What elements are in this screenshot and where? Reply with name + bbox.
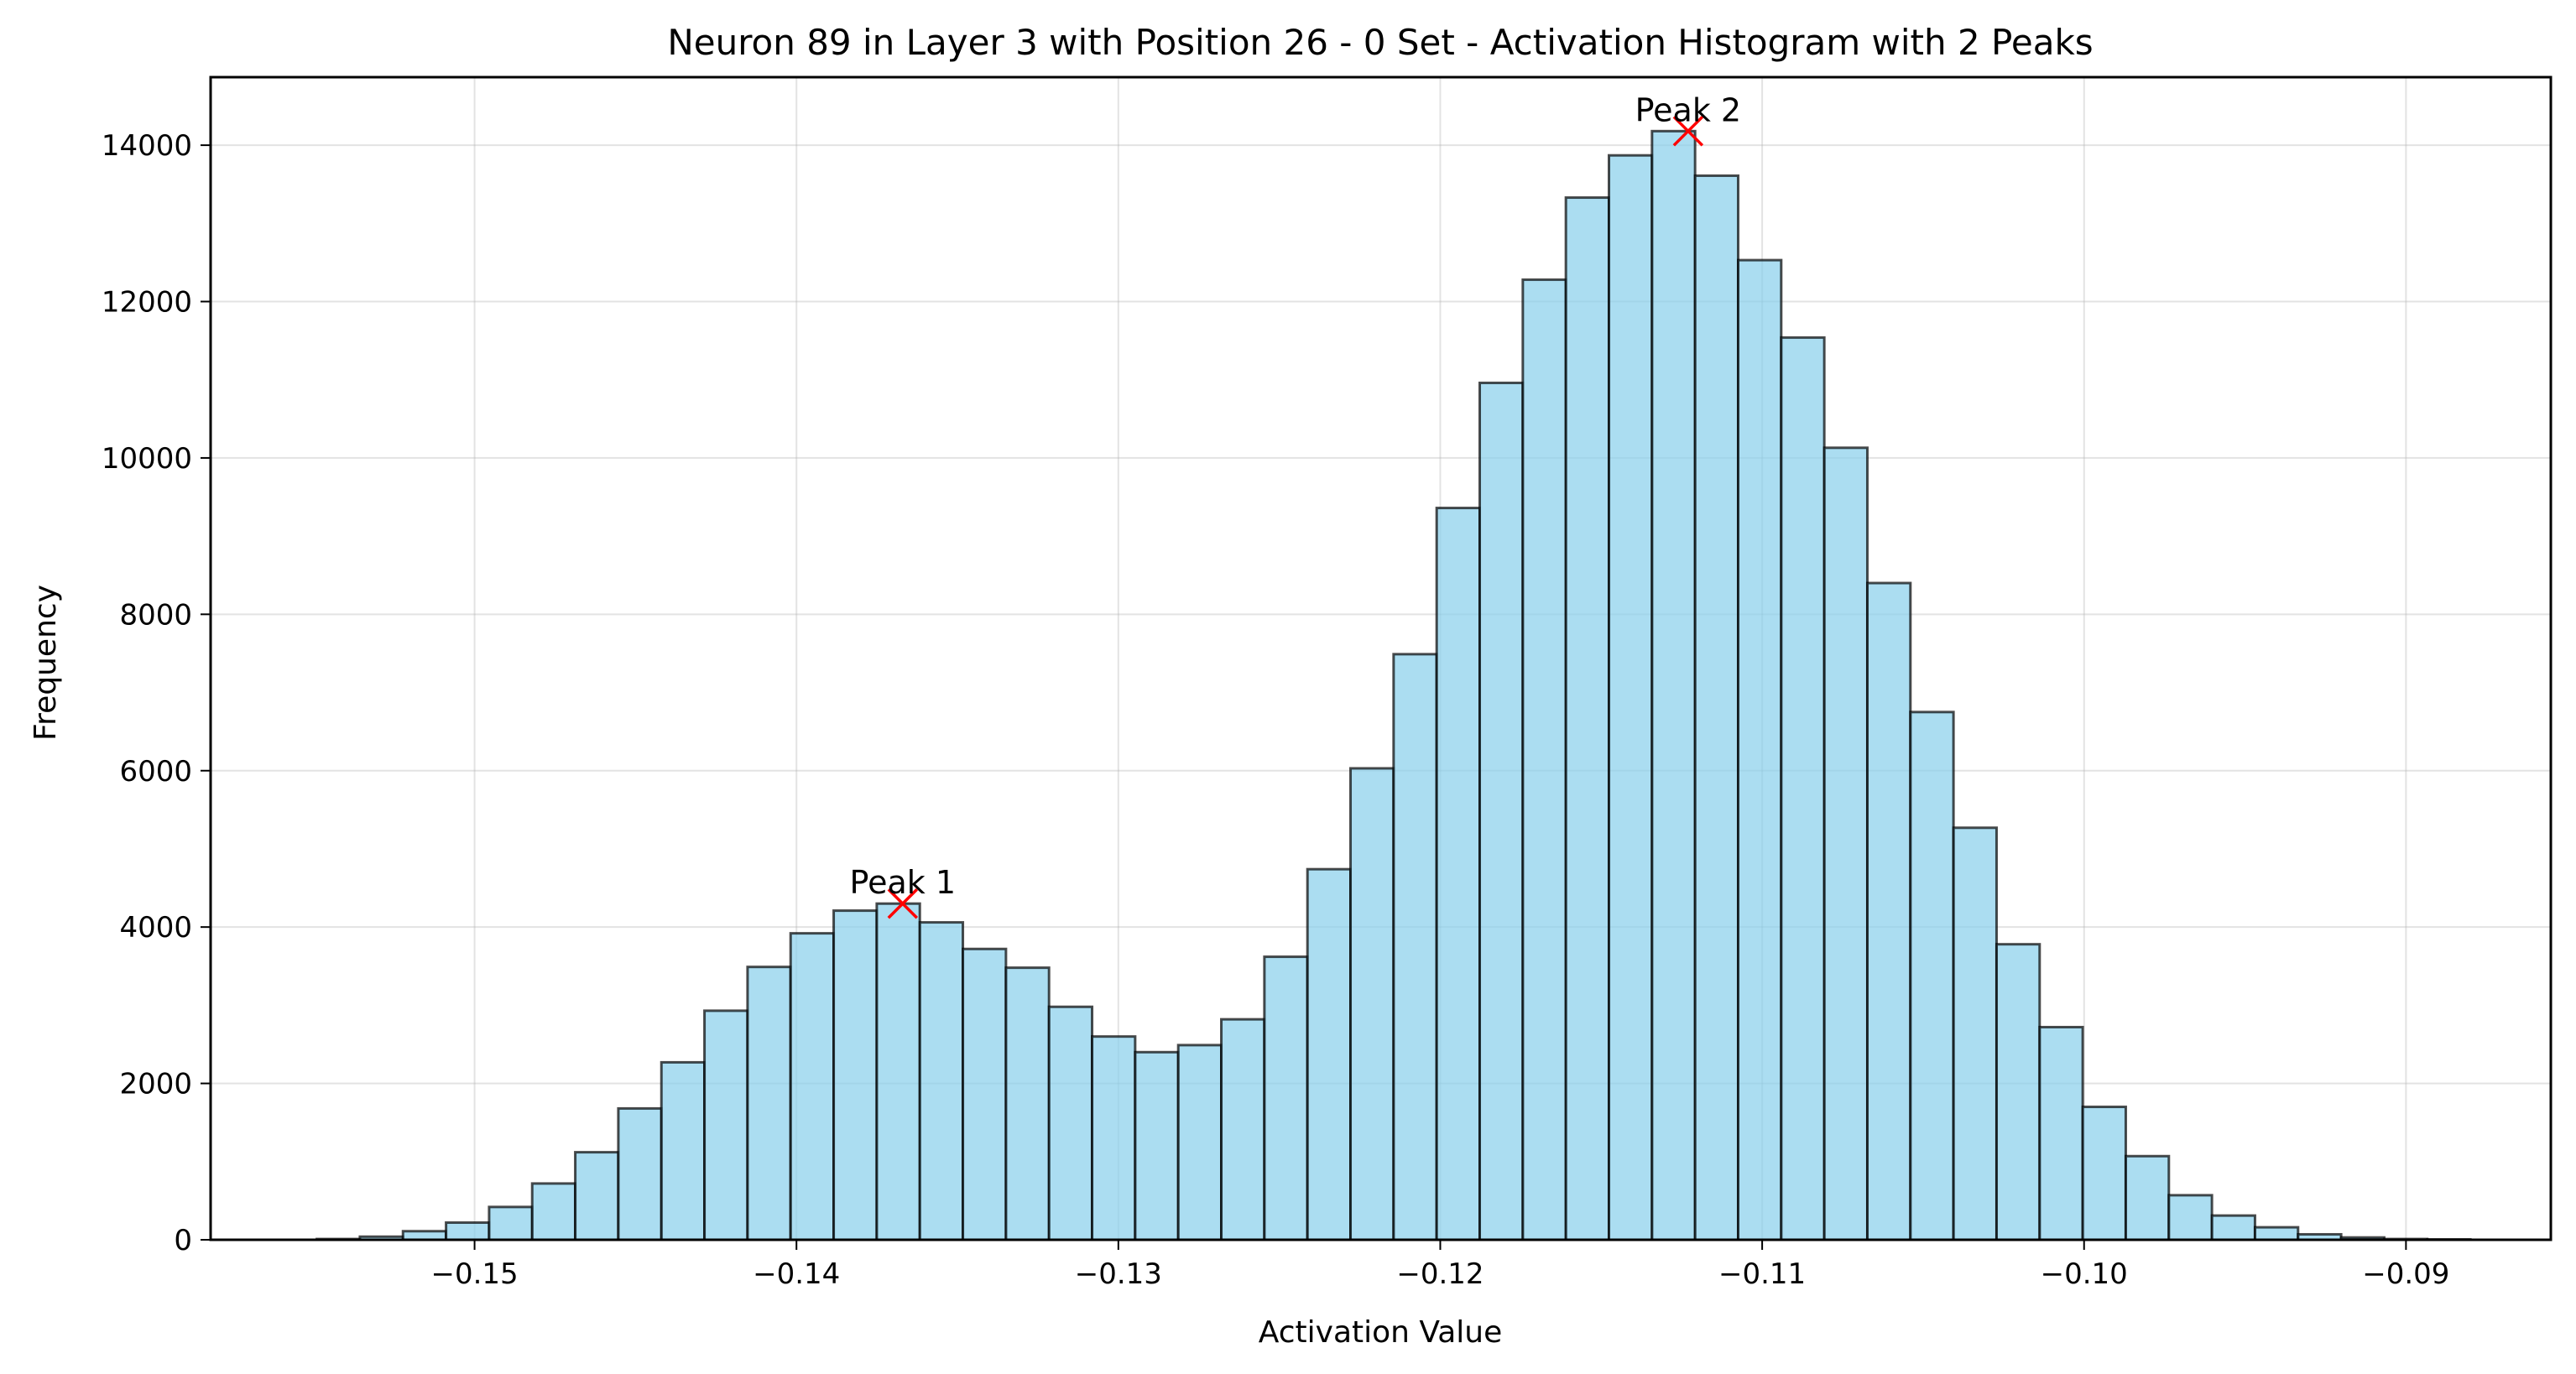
histogram-bar xyxy=(746,965,792,1241)
histogram-bar xyxy=(1909,710,1955,1241)
peak-marker xyxy=(1672,116,1704,147)
y-tick-label: 2000 xyxy=(119,1068,192,1101)
histogram-bar xyxy=(2210,1214,2256,1241)
x-tick-label: −0.11 xyxy=(1718,1257,1806,1291)
grid-lines xyxy=(211,77,2551,1241)
histogram-bar xyxy=(660,1060,707,1241)
histogram-bar xyxy=(1263,955,1309,1241)
histogram-bar xyxy=(1047,1005,1094,1241)
y-tick-label: 10000 xyxy=(102,442,192,476)
histogram-bar xyxy=(574,1151,620,1241)
histogram-bar xyxy=(1607,154,1654,1241)
x-tick-label: −0.12 xyxy=(1396,1257,1484,1291)
histogram-bar xyxy=(1004,966,1051,1241)
y-tick-label: 8000 xyxy=(119,598,192,632)
histogram-bar xyxy=(1220,1017,1266,1241)
histogram-bar xyxy=(617,1106,663,1241)
histogram-bar xyxy=(1650,129,1697,1241)
chart-title: Neuron 89 in Layer 3 with Position 26 - … xyxy=(667,22,2093,63)
y-tick-label: 12000 xyxy=(102,286,192,320)
y-axis-ticks: 0 2000 4000 6000 8000 10000 12000 14000 xyxy=(102,129,211,1257)
x-tick-label: −0.10 xyxy=(2041,1257,2128,1291)
histogram-bar xyxy=(1306,867,1353,1241)
histogram-bar xyxy=(2167,1194,2214,1241)
histogram-bar xyxy=(1478,381,1525,1241)
x-tick-label: −0.13 xyxy=(1075,1257,1162,1291)
histogram-bar xyxy=(1736,258,1783,1241)
histogram-bar xyxy=(1822,446,1869,1241)
y-tick-label: 14000 xyxy=(102,129,192,163)
y-tick-label: 0 xyxy=(174,1224,192,1257)
x-tick-label: −0.14 xyxy=(753,1257,840,1291)
histogram-bar xyxy=(1564,196,1610,1241)
histogram-bar xyxy=(401,1230,448,1241)
histogram-bar xyxy=(530,1182,577,1241)
peak-label: Peak 1 xyxy=(850,864,957,901)
histogram-bar xyxy=(1995,943,2042,1241)
y-tick-label: 6000 xyxy=(119,755,192,788)
y-tick-label: 4000 xyxy=(119,911,192,945)
histogram-bar xyxy=(832,909,879,1241)
histogram-bar xyxy=(1091,1035,1137,1241)
histogram-bars xyxy=(315,129,2472,1241)
peak-marker xyxy=(887,887,919,919)
x-tick-label: −0.09 xyxy=(2362,1257,2449,1291)
histogram-bar xyxy=(1435,507,1482,1241)
histogram-bar xyxy=(1865,581,1912,1241)
histogram-bar xyxy=(445,1220,491,1241)
histogram-bar xyxy=(2124,1154,2171,1241)
histogram-bar xyxy=(1521,278,1567,1241)
histogram-bar xyxy=(2081,1106,2127,1241)
histogram-bar xyxy=(488,1205,534,1241)
plot-frame xyxy=(209,75,2553,1241)
histogram-bar xyxy=(1693,174,1739,1241)
peak-annotations: Peak 1 Peak 2 xyxy=(850,91,1742,919)
histogram-bar xyxy=(2253,1226,2300,1241)
y-axis-label: Frequency xyxy=(29,585,63,741)
histogram-bar xyxy=(1392,653,1438,1241)
histogram-bar xyxy=(1349,767,1395,1241)
histogram-bar xyxy=(789,932,836,1241)
histogram-bar xyxy=(703,1009,749,1241)
histogram-bar xyxy=(1134,1050,1180,1241)
x-axis-ticks: −0.15 −0.14 −0.13 −0.12 −0.11 −0.10 −0.09 xyxy=(430,1240,2449,1291)
histogram-bar xyxy=(918,921,965,1241)
histogram-bar xyxy=(875,902,921,1241)
histogram-bar xyxy=(962,947,1008,1241)
histogram-bar xyxy=(1952,826,1998,1241)
histogram-bar xyxy=(2038,1025,2084,1241)
peak-label: Peak 2 xyxy=(1635,91,1742,128)
x-axis-label: Activation Value xyxy=(1259,1315,1503,1350)
histogram-bar xyxy=(1176,1044,1223,1241)
x-tick-label: −0.15 xyxy=(430,1257,518,1291)
histogram-bar xyxy=(1780,336,1826,1241)
